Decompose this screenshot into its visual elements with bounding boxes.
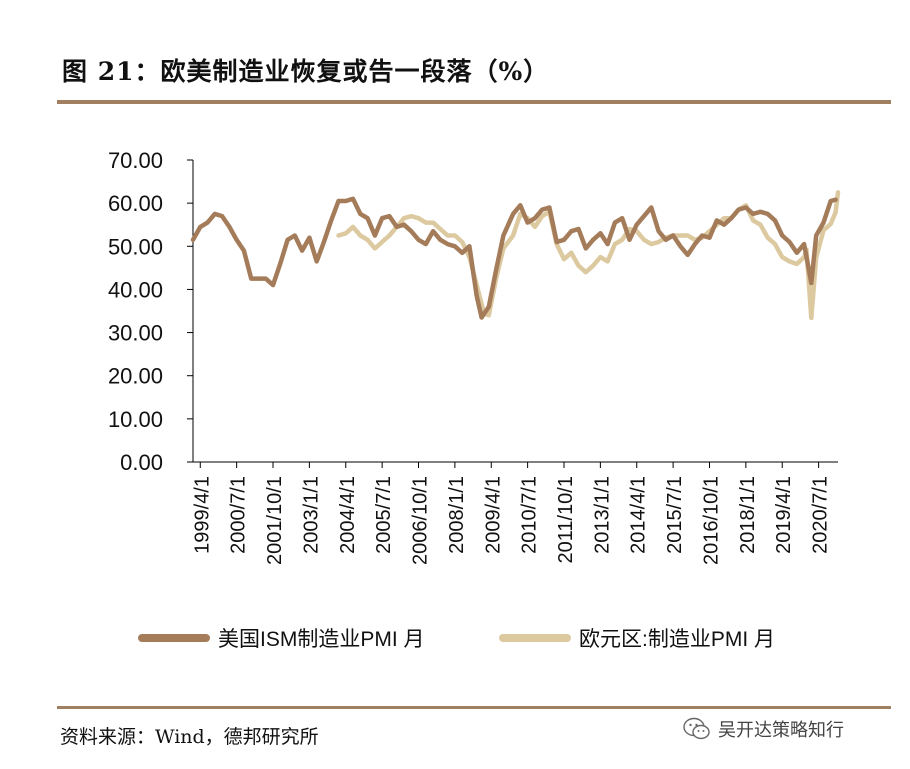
legend-label: 美国ISM制造业PMI 月 <box>218 628 425 651</box>
y-tick-label: 70.00 <box>108 148 163 173</box>
x-tick-label: 2006/10/1 <box>410 476 432 565</box>
watermark: 吴开达策略知行 <box>682 716 844 742</box>
watermark-text: 吴开达策略知行 <box>718 720 844 741</box>
x-tick-label: 2020/7/1 <box>810 476 832 554</box>
x-tick-label: 2003/1/1 <box>300 476 322 554</box>
x-tick-label: 2018/1/1 <box>737 476 759 554</box>
x-tick-label: 2011/10/1 <box>555 476 577 564</box>
source-note: 资料来源：Wind，德邦研究所 <box>60 726 319 748</box>
y-tick-label: 0.00 <box>120 450 163 475</box>
x-tick-label: 1999/4/1 <box>191 476 213 554</box>
series-line-ism <box>190 196 838 320</box>
x-tick-label: 2015/7/1 <box>664 476 686 554</box>
x-tick-label: 2014/4/1 <box>628 476 650 554</box>
x-tick-label: 2019/4/1 <box>773 476 795 554</box>
y-tick-label: 60.00 <box>108 191 163 216</box>
y-tick-label: 40.00 <box>108 277 163 302</box>
series-layer <box>190 190 841 321</box>
pmi-line-chart: 0.0010.0020.0030.0040.0050.0060.0070.00 … <box>108 148 841 651</box>
x-tick-label: 2005/7/1 <box>373 476 395 554</box>
x-tick-label: 2000/7/1 <box>228 476 250 554</box>
wechat-icon <box>683 717 710 740</box>
x-tick-label: 2009/4/1 <box>482 476 504 554</box>
legend-label: 欧元区:制造业PMI 月 <box>579 628 775 651</box>
x-tick-label: 2004/4/1 <box>337 476 359 554</box>
top-rule <box>57 100 891 104</box>
x-tick-label: 2013/1/1 <box>591 476 613 554</box>
chart-title: 图 21：欧美制造业恢复或告一段落（%） <box>62 57 550 86</box>
x-tick-label: 2016/10/1 <box>700 476 722 565</box>
y-tick-label: 30.00 <box>108 321 163 346</box>
x-tick-label: 2001/10/1 <box>264 476 286 565</box>
y-tick-label: 20.00 <box>108 364 163 389</box>
bottom-rule <box>57 706 891 709</box>
x-tick-label: 2008/1/1 <box>446 476 468 554</box>
y-tick-label: 10.00 <box>108 407 163 432</box>
x-axis: 1999/4/1 2000/7/1 2001/10/1 2003/1/1 2004/4/… <box>191 461 838 565</box>
y-tick-label: 50.00 <box>108 234 163 259</box>
x-tick-label: 2010/7/1 <box>519 476 541 554</box>
series-line-euro <box>336 190 841 321</box>
y-axis: 0.00 10.00 20.00 30.00 40.00 50.00 60.00 70.00 <box>108 148 194 475</box>
legend: 美国ISM制造业PMI 月 欧元区:制造业PMI 月 <box>138 628 775 651</box>
